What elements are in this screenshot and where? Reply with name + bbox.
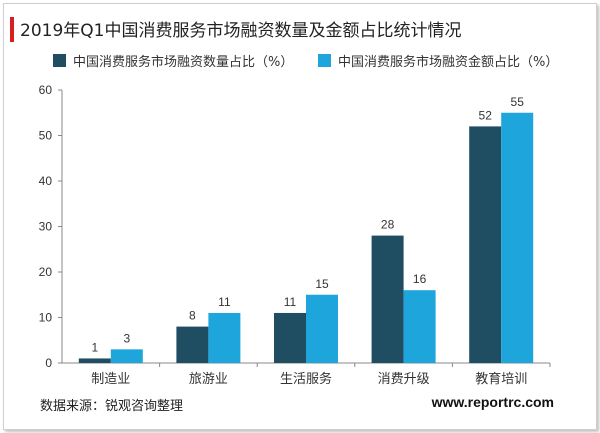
bar-1-4 <box>469 126 502 364</box>
bar-2-1 <box>208 312 241 363</box>
y-tick-label: 30 <box>39 220 53 234</box>
bar-1-2 <box>274 312 306 363</box>
legend-item-series-2: 中国消费服务市场融资金额占比（%） <box>318 51 558 70</box>
bar-1-1 <box>176 326 209 363</box>
data-label-1-1: 8 <box>189 309 196 323</box>
x-tick-label: 消费升级 <box>378 372 430 387</box>
bar-1-3 <box>371 235 404 363</box>
x-tick-label: 生活服务 <box>280 371 332 387</box>
bar-2-4 <box>501 112 534 363</box>
y-tick-label: 60 <box>39 83 53 97</box>
y-tick-label: 0 <box>45 356 52 370</box>
title-accent-bar <box>10 17 14 42</box>
data-label-1-3: 28 <box>381 218 395 232</box>
x-tick-label: 旅游业 <box>189 372 228 387</box>
data-label-1-4: 52 <box>479 108 493 122</box>
data-label-1-2: 11 <box>284 295 297 309</box>
y-tick-label: 50 <box>39 129 53 143</box>
data-label-1-0: 1 <box>91 340 98 354</box>
data-label-2-3: 16 <box>413 272 427 286</box>
data-label-2-4: 55 <box>511 95 525 109</box>
y-tick-label: 10 <box>39 311 53 325</box>
bar-2-0 <box>110 349 143 363</box>
legend: 中国消费服务市场融资数量占比（%） 中国消费服务市场融资金额占比（%） <box>0 51 600 73</box>
x-tick-label: 制造业 <box>91 372 130 387</box>
legend-item-series-1: 中国消费服务市场融资数量占比（%） <box>53 51 293 70</box>
x-tick-label: 教育培训 <box>475 371 527 387</box>
legend-label-series-2: 中国消费服务市场融资金额占比（%） <box>338 55 559 70</box>
data-label-2-2: 15 <box>315 277 329 291</box>
website-url: www.reportrc.com <box>431 394 554 410</box>
y-tick-label: 40 <box>39 174 53 188</box>
y-tick-label: 20 <box>39 265 53 279</box>
legend-swatch-series-1 <box>53 54 66 67</box>
legend-swatch-series-2 <box>318 54 331 67</box>
chart-title: 2019年Q1中国消费服务市场融资数量及金额占比统计情况 <box>20 21 462 41</box>
bar-2-3 <box>403 290 436 363</box>
bar-1-0 <box>78 358 111 363</box>
data-source-note: 数据来源：锐观咨询整理 <box>40 399 184 414</box>
legend-label-series-1: 中国消费服务市场融资数量占比（%） <box>73 55 294 70</box>
data-label-2-1: 11 <box>218 295 231 309</box>
bar-2-2 <box>306 294 338 363</box>
data-label-2-0: 3 <box>123 331 130 345</box>
